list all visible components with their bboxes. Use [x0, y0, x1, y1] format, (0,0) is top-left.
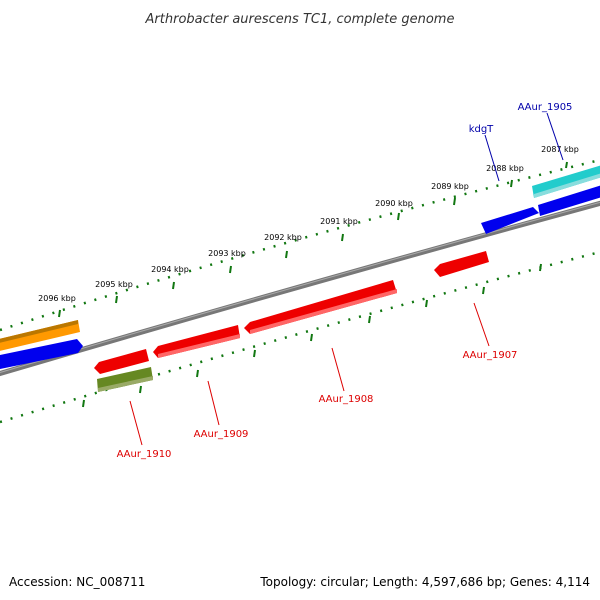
tick-label: 2089 kbp [431, 182, 469, 191]
tick-label: 2096 kbp [38, 294, 76, 303]
genome-backbone [0, 200, 600, 377]
tick-label: 2090 kbp [375, 199, 413, 208]
cds-kdgt[interactable] [481, 207, 539, 234]
gene-label-aaur-1908[interactable]: AAur_1908 [319, 394, 374, 405]
tick-label: 2095 kbp [95, 280, 133, 289]
label-leader-lines [129, 112, 564, 446]
tick-label: 2091 kbp [320, 217, 358, 226]
feature-olive-shade [98, 376, 153, 392]
topology-text: Topology: circular; Length: 4,597,686 bp… [259, 575, 590, 589]
tick-label: 2094 kbp [151, 265, 189, 274]
cds-aaur-1910[interactable] [94, 349, 149, 374]
inner-ruler-major-ticks [82, 263, 542, 408]
map-title: Arthrobacter aurescens TC1, complete gen… [145, 12, 455, 27]
tick-label: 2087 kbp [541, 145, 579, 154]
gene-label-aaur-1910[interactable]: AAur_1910 [117, 449, 172, 460]
cds-aaur-1909-shade [158, 334, 240, 358]
cds-aaur-1908-shade [250, 289, 397, 334]
gene-labels: AAur_1905 kdgT AAur_1907 AAur_1908 AAur_… [117, 102, 573, 460]
ruler-tick-labels: 2087 kbp 2088 kbp 2089 kbp 2090 kbp 2091… [38, 145, 579, 303]
inner-ruler-dots [0, 250, 600, 424]
tick-label: 2093 kbp [208, 249, 246, 258]
gene-label-aaur-1905[interactable]: AAur_1905 [518, 102, 573, 113]
cds-forward-right[interactable] [538, 185, 600, 216]
feature-orange-shade [0, 320, 78, 343]
cds-aaur-1909[interactable] [153, 325, 240, 358]
outer-ruler-dots [0, 158, 600, 332]
forward-strand-features [0, 165, 600, 370]
outer-ruler-major-ticks [58, 161, 568, 318]
tick-label: 2088 kbp [486, 164, 524, 173]
rna-feature-cyan-shade [534, 173, 600, 198]
gene-label-kdgt[interactable]: kdgT [469, 124, 494, 135]
gene-label-aaur-1909[interactable]: AAur_1909 [194, 429, 249, 440]
reverse-strand-features [94, 251, 489, 392]
cds-forward-left[interactable] [0, 339, 83, 370]
cds-aaur-1907[interactable] [434, 251, 489, 277]
tick-label: 2092 kbp [264, 233, 302, 242]
cds-aaur-1908[interactable] [244, 280, 397, 334]
gene-label-aaur-1907[interactable]: AAur_1907 [463, 350, 518, 361]
accession-text: Accession: NC_008711 [9, 575, 145, 589]
